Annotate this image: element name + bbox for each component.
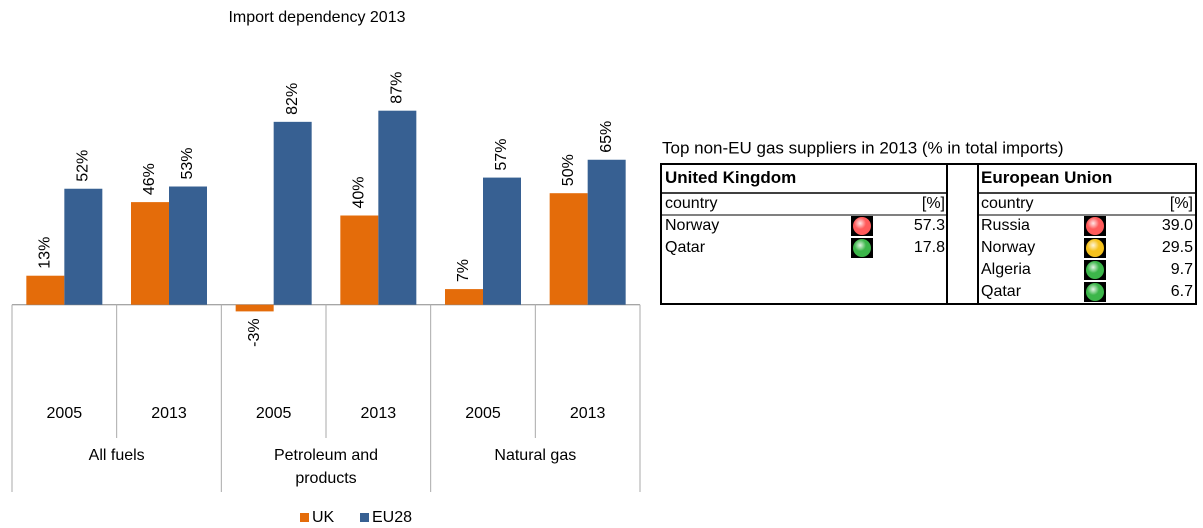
data-label: 52%: [75, 150, 92, 182]
bar: [273, 121, 312, 305]
x-tick-label: 2005: [47, 405, 83, 422]
data-label: 50%: [560, 154, 577, 186]
value: 29.5: [1162, 239, 1193, 256]
bar: [549, 193, 588, 305]
status-shine: [1086, 261, 1104, 279]
status-shine: [853, 239, 871, 257]
bar: [169, 186, 207, 305]
data-label: -3%: [246, 318, 263, 346]
country: Norway: [665, 217, 719, 234]
bar: [26, 275, 65, 305]
data-label: 7%: [455, 259, 472, 282]
bar: [445, 289, 483, 305]
status-shine: [853, 217, 871, 235]
panel-title: United Kingdom: [665, 168, 796, 187]
column-header: [%]: [922, 195, 945, 212]
bar: [340, 215, 379, 305]
data-label: 53%: [179, 147, 196, 179]
x-tick-label: 2005: [256, 405, 292, 422]
bar: [131, 202, 169, 305]
data-label: 87%: [389, 72, 406, 104]
legend-label: EU28: [372, 509, 412, 526]
value: 6.7: [1171, 283, 1193, 300]
chart-title: Import dependency 2013: [228, 9, 405, 26]
value: 57.3: [914, 217, 945, 234]
value: 39.0: [1162, 217, 1193, 234]
bar: [483, 177, 521, 305]
data-label: 40%: [351, 176, 368, 208]
bar: [378, 110, 417, 305]
status-shine: [1086, 217, 1104, 235]
bar: [587, 159, 626, 305]
x-tick-label: 2013: [361, 405, 397, 422]
x-tick-label: 2013: [570, 405, 606, 422]
data-label: 82%: [284, 83, 301, 115]
status-shine: [1086, 239, 1104, 257]
column-header: country: [981, 195, 1033, 212]
group-label: All fuels: [89, 447, 145, 464]
country: Algeria: [981, 261, 1031, 278]
legend-label: UK: [312, 509, 335, 526]
bar: [235, 304, 274, 312]
table-title: Top non-EU gas suppliers in 2013 (% in t…: [662, 138, 1064, 157]
legend-swatch: [300, 513, 309, 522]
panel-title: European Union: [981, 168, 1112, 187]
x-tick-label: 2005: [465, 405, 501, 422]
country: Qatar: [981, 283, 1022, 300]
data-label: 13%: [37, 237, 54, 269]
data-label: 57%: [493, 139, 510, 171]
data-label: 46%: [141, 163, 158, 195]
bar: [64, 188, 103, 305]
data-label: 65%: [598, 121, 615, 153]
country: Qatar: [665, 239, 706, 256]
column-header: country: [665, 195, 717, 212]
value: 9.7: [1171, 261, 1193, 278]
group-label: Petroleum and products: [274, 447, 378, 487]
group-label: Natural gas: [494, 447, 576, 464]
x-tick-label: 2013: [151, 405, 187, 422]
column-header: [%]: [1170, 195, 1193, 212]
table-border: [660, 163, 1197, 305]
status-shine: [1086, 283, 1104, 301]
country: Norway: [981, 239, 1035, 256]
country: Russia: [981, 217, 1030, 234]
value: 17.8: [914, 239, 945, 256]
legend-swatch: [360, 513, 369, 522]
